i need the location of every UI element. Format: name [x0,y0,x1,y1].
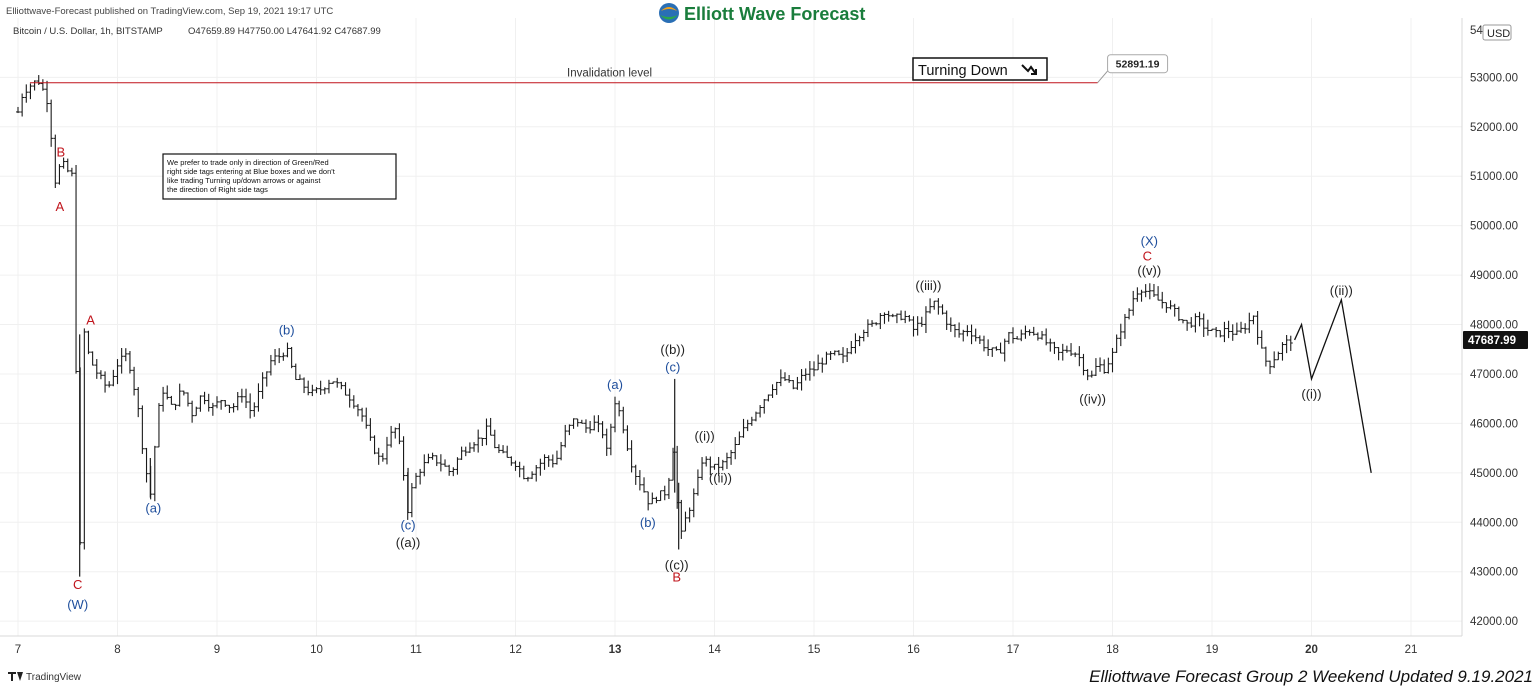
ohlc-readout: O47659.89 H47750.00 L47641.92 C47687.99 [188,26,381,37]
x-tick-label: 10 [310,644,323,656]
y-tick-label: 46000.00 [1470,418,1518,430]
wave-label: C [1143,248,1152,263]
turning-down-box [912,57,1048,81]
tradingview-logo: TradingView [8,672,82,683]
wave-label: (c) [665,359,680,374]
y-tick-label: 49000.00 [1470,270,1518,282]
brand-logo: Elliott Wave Forecast [659,3,865,24]
y-tick-label: 43000.00 [1470,567,1518,579]
symbol-label: Bitcoin / U.S. Dollar, 1h, BITSTAMP [13,26,163,37]
x-tick-label: 13 [609,644,622,656]
note-line-2: right side tags entering at Blue boxes a… [167,167,336,176]
y-tick-label: 50000.00 [1470,221,1518,233]
y-tick-label: 51000.00 [1470,171,1518,183]
last-price-label: 47687.99 [1468,335,1516,347]
currency-badge[interactable] [1482,24,1512,41]
wave-label: (c) [400,518,415,533]
projection-path [1293,297,1372,473]
wave-label: ((ii)) [709,471,732,486]
price-axis[interactable]: 42000.00 43000.00 44000.00 45000.00 46000.00… [1463,25,1528,628]
wave-label: ((ii)) [1330,283,1353,298]
x-tick-label: 15 [808,644,821,656]
arrow-down-right-icon [1021,64,1037,75]
y-tick-label: 45000.00 [1470,468,1518,480]
currency-label: USD [1487,28,1510,40]
y-tick-label: 53000.00 [1470,72,1518,84]
globe-icon [659,3,679,23]
plot-area[interactable] [0,18,1462,635]
x-tick-label: 16 [907,644,920,656]
x-tick-label: 19 [1206,644,1219,656]
wave-label: ((iv)) [1079,392,1106,407]
time-axis[interactable]: 7 8 9 10 11 12 13 14 15 16 17 18 19 20 21 [15,644,1418,656]
x-tick-label: 8 [114,644,120,656]
wave-labels: B A A C (W) (a) (b) (c) ((a)) (a) (b) ((b)) (c) ((c))… [55,144,1352,611]
callout-box [1107,54,1169,74]
wave-label: ((c)) [665,557,689,572]
x-tick-label: 17 [1007,644,1020,656]
turning-down-tag: Turning Down [912,57,1048,81]
x-tick-label: 7 [15,644,21,656]
wave-label: A [55,199,64,214]
x-tick-label: 12 [509,644,522,656]
invalidation-label: Invalidation level [567,68,652,80]
wave-label: (W) [67,597,88,612]
wave-label: (X) [1141,233,1158,248]
tradingview-wordmark: TradingView [26,672,82,683]
y-tick-label-partial: 54 [1470,25,1483,37]
wave-label: B [672,570,681,585]
wave-label: C [73,577,82,592]
x-tick-label: 18 [1106,644,1119,656]
x-tick-label: 20 [1305,644,1318,656]
tradingview-icon [8,672,23,681]
x-tick-label: 9 [214,644,220,656]
wave-label: (a) [607,377,623,392]
note-line-3: like trading Turning up/down arrows or a… [167,176,321,185]
wave-label: B [56,144,65,159]
y-tick-label: 47000.00 [1470,369,1518,381]
wave-label: A [86,313,95,328]
invalidation-price-label: 52891.19 [1116,59,1160,71]
y-tick-label: 48000.00 [1470,320,1518,332]
wave-label: (b) [640,515,656,530]
y-tick-label: 44000.00 [1470,517,1518,529]
brand-name: Elliott Wave Forecast [684,4,865,24]
wave-label: (a) [145,500,161,515]
wave-label: ((i)) [1301,387,1321,402]
y-tick-label: 52000.00 [1470,122,1518,134]
update-note: Elliottwave Forecast Group 2 Weekend Upd… [1089,667,1533,686]
wave-label: (b) [279,322,295,337]
wave-label: ((v)) [1137,263,1161,278]
x-tick-label: 14 [708,644,721,656]
x-tick-label: 11 [410,644,422,656]
wave-label: ((i)) [694,429,714,444]
x-tick-label: 21 [1405,644,1418,656]
trading-note: We prefer to trade only in direction of … [162,153,397,200]
y-tick-label: 42000.00 [1470,616,1518,628]
note-line-1: We prefer to trade only in direction of … [167,158,329,167]
wave-label: ((b)) [660,342,685,357]
wave-label: ((a)) [396,535,421,550]
grid-lines [0,18,1462,636]
turning-down-label: Turning Down [918,63,1008,79]
price-bars [16,75,1293,577]
wave-label: ((iii)) [915,278,941,293]
invalidation-line: Invalidation level 52891.19 [29,54,1169,84]
note-line-4: the direction of Right side tags [167,185,268,194]
note-box [162,153,397,200]
projection-polyline [1293,297,1372,473]
published-note: Elliottwave-Forecast published on Tradin… [6,6,333,17]
last-price-tag [1463,330,1528,349]
